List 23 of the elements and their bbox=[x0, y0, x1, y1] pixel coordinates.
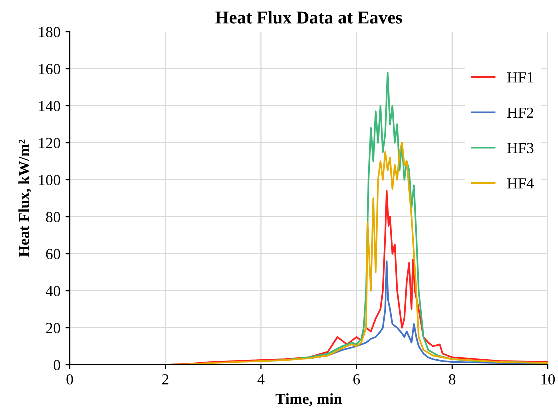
x-tick-label: 2 bbox=[162, 374, 169, 385]
y-tick-label: 180 bbox=[39, 27, 60, 38]
legend-label: HF1 bbox=[508, 72, 534, 83]
legend-label: HF4 bbox=[508, 178, 534, 189]
y-tick-label: 160 bbox=[39, 64, 60, 74]
y-tick-label: 20 bbox=[46, 323, 60, 334]
y-tick-label: 60 bbox=[46, 249, 60, 260]
chart-title: Heat Flux Data at Eaves bbox=[216, 11, 402, 24]
legend-label: HF3 bbox=[508, 143, 534, 154]
y-tick-label: 100 bbox=[39, 175, 60, 186]
y-tick-label: 120 bbox=[39, 138, 60, 148]
x-tick-label: 0 bbox=[66, 374, 74, 385]
x-axis-title: Time, min bbox=[276, 393, 342, 406]
y-tick-label: 80 bbox=[46, 212, 60, 222]
x-tick-label: 6 bbox=[354, 374, 360, 385]
y-tick-label: 140 bbox=[39, 101, 60, 112]
x-tick-label: 8 bbox=[449, 374, 456, 385]
legend-label: HF2 bbox=[508, 108, 534, 118]
y-tick-label: 0 bbox=[54, 360, 60, 370]
y-tick-label: 40 bbox=[46, 286, 60, 296]
x-tick-label: 4 bbox=[258, 374, 265, 385]
y-axis-title: Heat Flux, kW/m² bbox=[18, 140, 32, 258]
x-tick-label: 10 bbox=[542, 374, 556, 385]
